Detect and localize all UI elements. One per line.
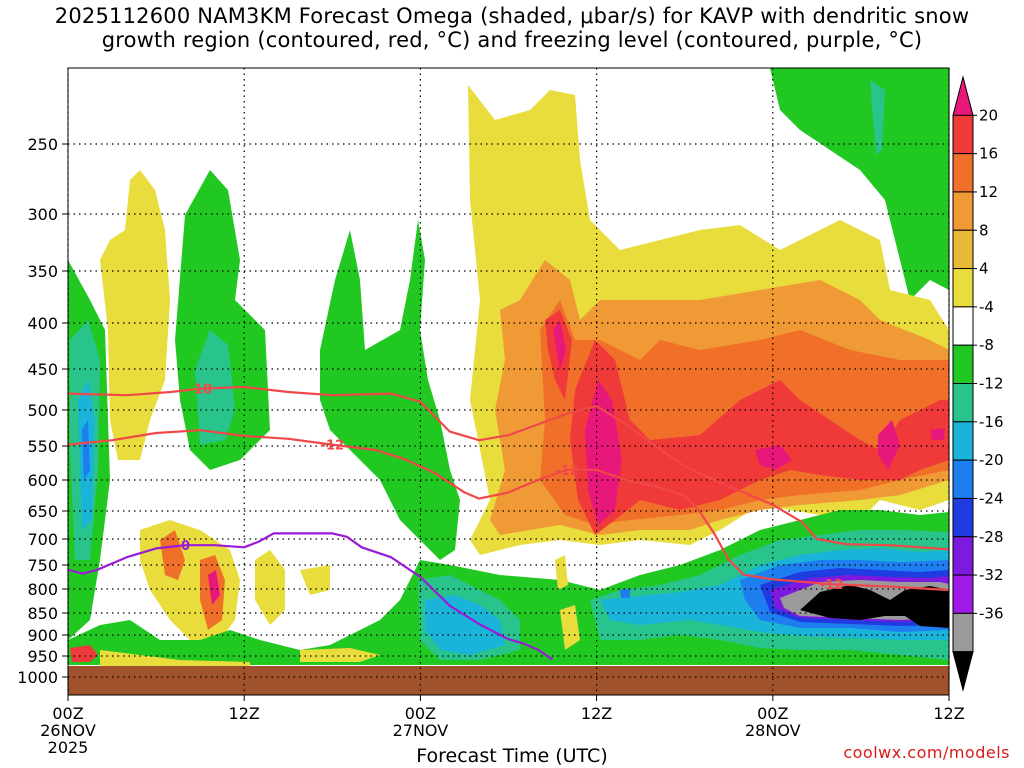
colorbar-label: 12 [979,183,998,201]
omega-region-red-low-left [208,570,220,605]
x-tick-label: 12Z [229,704,260,723]
y-tick-label: 550 [27,437,58,456]
colorbar-label: -36 [979,604,1004,622]
freezing-level-contour [67,532,554,661]
contour-label: -12 [321,439,345,454]
colorbar-swatch [952,306,974,346]
y-tick-label: 800 [27,580,58,599]
omega-region-cyan-upper-right [870,80,885,155]
dgz-contour [67,429,950,592]
omega-region-cyan-left [70,320,235,560]
omega-region-yellow-surface [100,648,380,666]
omega-region-darkblue-left [82,420,90,480]
grid-lines [67,68,950,695]
x-tick-label: 00Z [757,704,788,723]
colorbar-swatch [952,229,974,270]
omega-region-pink-max [553,320,945,525]
y-tick-label: 600 [27,471,58,490]
colorbar-swatch [952,536,974,576]
y-tick-label: 350 [27,262,58,281]
plot-frame [67,67,950,696]
colorbar-swatch [952,153,974,193]
y-tick-label: 700 [27,530,58,549]
colorbar-label: -24 [979,489,1004,507]
colorbar-swatch [952,383,974,423]
y-tick-label: 450 [27,360,58,379]
y-axis: 250 300 350 400 450 500 550 600 650 700 750 800 850 9… [17,135,68,687]
colorbar-label: 8 [979,221,989,239]
y-tick-label: 750 [27,556,58,575]
colorbar-label: -4 [979,298,994,316]
x-tick-label: 12Z [933,704,964,723]
colorbar-swatch [952,421,974,461]
y-tick-label: 950 [27,647,58,666]
colorbar-swatch [952,114,974,155]
chart-title: 2025112600 NAM3KM Forecast Omega (shaded… [0,4,1024,52]
y-tick-label: 650 [27,502,58,521]
omega-region-green-left [68,170,460,640]
colorbar-label: 16 [979,145,998,163]
omega-region-red-core [545,310,949,535]
omega-region-black-lower [800,585,949,628]
x-tick-date: 27NOV [393,721,449,740]
colorbar-swatch [952,497,974,538]
y-tick-label: 400 [27,314,58,333]
colorbar-label: 4 [979,260,989,278]
chart-title-line2: growth region (contoured, red, °C) and f… [101,28,923,52]
x-tick-date: 28NOV [745,721,801,740]
y-tick-label: 900 [27,626,58,645]
omega-region-orange-low-left [160,530,225,630]
y-tick-label: 250 [27,135,58,154]
contour-lines: -18 -12 -12 -12 0 [67,383,950,661]
colorbar-swatch [952,191,974,231]
dgz-contour [67,385,950,551]
x-tick-date: 26NOV [40,721,96,740]
colorbar: 20 16 12 8 4 -4 -8 -12 -16 -20 -24 -28 -32 -36 [952,75,1004,692]
y-tick-label: 850 [27,604,58,623]
omega-region-red-surface [70,645,98,662]
omega-region-yellow-mid [555,555,580,650]
omega-region-yellow-low-left [140,520,330,640]
x-axis-label: Forecast Time (UTC) [416,745,608,767]
colorbar-label: -16 [979,413,1004,431]
colorbar-swatch [952,75,974,116]
credit-link[interactable]: coolwx.com/models [843,743,1010,762]
colorbar-swatch [952,459,974,499]
contour-label: -18 [188,383,212,398]
colorbar-swatch [952,268,974,308]
colorbar-label: -20 [979,451,1004,469]
y-tick-label: 1000 [17,668,58,687]
colorbar-swatch [952,574,974,614]
y-tick-label: 500 [27,401,58,420]
colorbar-swatch [952,612,974,653]
chart-title-line1: 2025112600 NAM3KM Forecast Omega (shaded… [54,4,970,28]
x-tick-label: 00Z [405,704,436,723]
colorbar-swatch [952,651,974,692]
colorbar-label: -32 [979,566,1004,584]
contour-label: 0 [181,539,190,554]
omega-region-green-upper-right [770,68,949,300]
colorbar-label: 20 [979,106,998,124]
omega-region-yellow-left [100,170,170,460]
x-tick-label: 00Z [52,704,83,723]
colorbar-label: -8 [979,336,994,354]
colorbar-label: -12 [979,375,1004,393]
y-tick-label: 300 [27,205,58,224]
contour-label: -12 [555,464,579,479]
colorbar-label: -28 [979,528,1004,546]
colorbar-swatch [952,344,974,384]
ground-fill [68,666,949,695]
contour-label: -12 [820,578,844,593]
omega-shading [68,68,949,695]
x-tick-label: 12Z [581,704,612,723]
x-tick-year: 2025 [48,738,89,757]
